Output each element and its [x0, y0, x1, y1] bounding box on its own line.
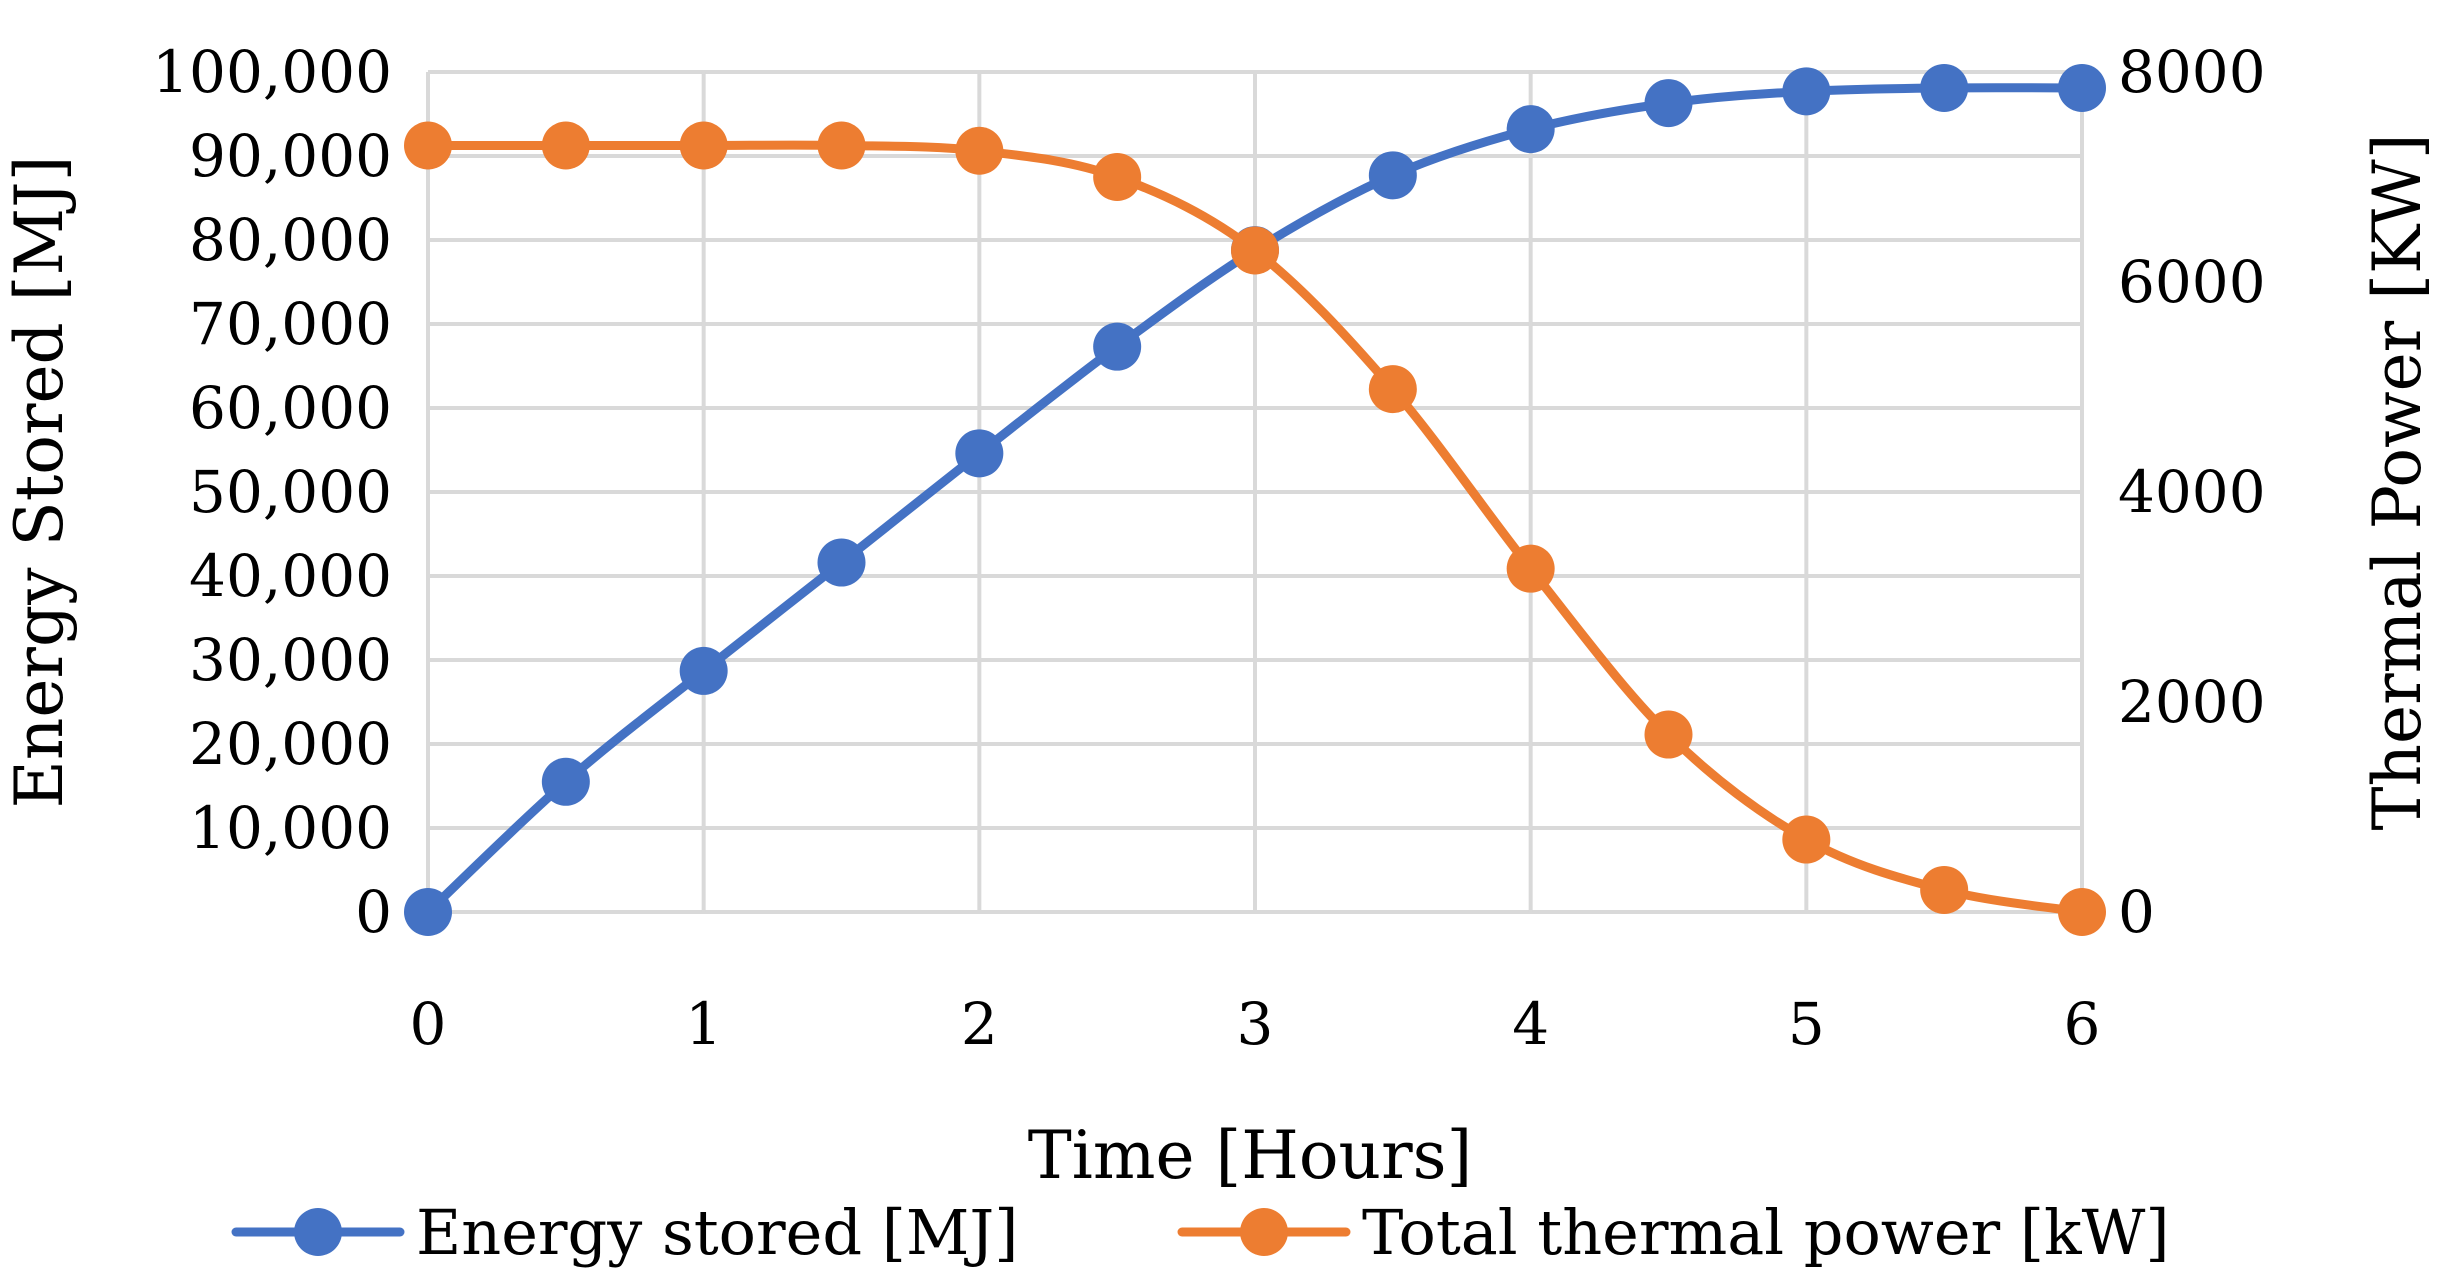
y-left-tick-label: 90,000	[189, 122, 392, 190]
data-point	[1093, 153, 1142, 201]
data-point	[2058, 63, 2106, 112]
y-left-tick-label: 40,000	[189, 542, 392, 610]
y-left-tick-label: 10,000	[189, 794, 392, 862]
y-axis-left-title: Energy Stored [MJ]	[1, 156, 78, 809]
y-left-tick-label: 70,000	[189, 290, 392, 358]
data-point	[817, 121, 866, 170]
y-left-tick-label: 20,000	[189, 710, 392, 778]
data-point	[541, 121, 590, 170]
gridlines	[426, 70, 2084, 914]
data-point	[1782, 815, 1831, 864]
x-tick-label: 0	[410, 990, 447, 1058]
data-point	[1368, 365, 1417, 414]
y-right-tick-label: 8000	[2118, 38, 2266, 106]
y-left-tick-label: 50,000	[189, 458, 392, 526]
x-tick-label: 2	[961, 990, 998, 1058]
data-point	[1368, 151, 1417, 200]
right-axis-ticks: 0 2000 4000 6000 8000	[2118, 38, 2266, 946]
y-left-tick-label: 100,000	[152, 38, 392, 106]
legend-item: Energy stored [MJ]	[231, 1196, 1018, 1269]
legend-label: Energy stored [MJ]	[416, 1196, 1018, 1269]
y-left-tick-label: 60,000	[189, 374, 392, 442]
x-tick-label: 1	[685, 990, 722, 1058]
data-point	[1506, 544, 1555, 593]
data-point	[1231, 226, 1279, 275]
data-point	[955, 126, 1004, 175]
x-axis-title: Time [Hours]	[1028, 1117, 1472, 1194]
data-point	[1920, 865, 1969, 914]
data-point	[2058, 888, 2106, 936]
left-axis-ticks: 0 10,000 20,000 30,000 40,000 50,000 60,000 70,…	[152, 38, 392, 946]
data-point	[1506, 105, 1555, 154]
data-point	[404, 888, 452, 936]
legend: Energy stored [MJ] Total thermal power [k…	[231, 1196, 2170, 1269]
data-point	[404, 121, 452, 170]
y-left-tick-label: 30,000	[189, 626, 392, 694]
x-tick-label: 5	[1788, 990, 1825, 1058]
y-left-tick-label: 0	[355, 878, 392, 946]
data-point	[1782, 67, 1831, 116]
data-point	[1644, 710, 1693, 759]
legend-marker	[294, 1208, 342, 1256]
legend-label: Total thermal power [kW]	[1362, 1196, 2170, 1269]
y-right-tick-label: 2000	[2118, 668, 2266, 736]
data-point	[541, 757, 590, 806]
y-right-tick-label: 4000	[2118, 458, 2266, 526]
x-tick-label: 6	[2064, 990, 2101, 1058]
y-right-tick-label: 0	[2118, 878, 2155, 946]
data-point	[679, 646, 728, 695]
data-point	[817, 538, 866, 587]
y-right-tick-label: 6000	[2118, 248, 2266, 316]
data-point	[679, 121, 728, 170]
y-left-tick-label: 80,000	[189, 206, 392, 274]
data-point	[1644, 79, 1693, 128]
x-tick-label: 3	[1237, 990, 1274, 1058]
data-point	[1920, 63, 1969, 112]
series-total-thermal-power	[404, 121, 2106, 936]
y-axis-right-title: Thermal Power [KW]	[2359, 134, 2436, 831]
x-tick-label: 4	[1512, 990, 1549, 1058]
data-point	[955, 429, 1004, 478]
legend-marker	[1240, 1208, 1288, 1256]
legend-item: Total thermal power [kW]	[1177, 1196, 2170, 1269]
x-axis-ticks: 0 1 2 3 4 5 6	[410, 990, 2101, 1058]
series-layer	[404, 63, 2106, 936]
data-point	[1093, 322, 1142, 371]
